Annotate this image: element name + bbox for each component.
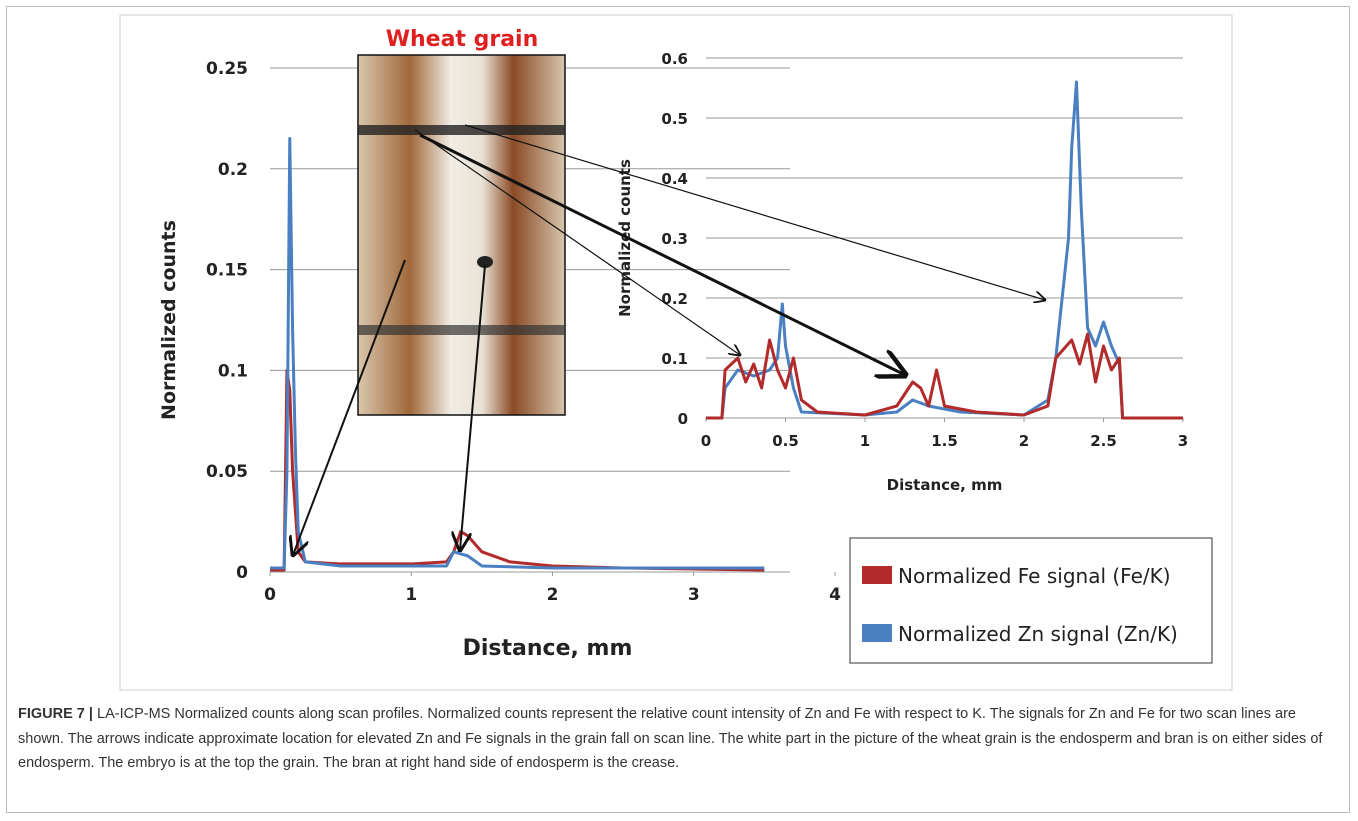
- x-tick-label: 4: [829, 585, 841, 605]
- y-tick-label: 0: [678, 410, 688, 428]
- figure: 0 0.05 0.1 0.15 0.2 0.25 0 1 2 3 4 Distance, mm Norm…: [0, 0, 1358, 700]
- photo-label: Wheat grain: [386, 27, 539, 52]
- x-tick-label: 2.5: [1090, 432, 1117, 450]
- legend-label: Normalized Fe signal (Fe/K): [898, 564, 1171, 588]
- x-axis-label: Distance, mm: [887, 476, 1003, 494]
- y-tick-label: 0.05: [206, 462, 248, 482]
- y-tick-label: 0.1: [218, 361, 248, 381]
- caption-text: LA-ICP-MS Normalized counts along scan p…: [18, 706, 1322, 771]
- legend-swatch: [862, 566, 892, 584]
- x-tick-label: 0.5: [772, 432, 799, 450]
- photo-band: [358, 125, 565, 135]
- y-tick-label: 0.3: [661, 230, 688, 248]
- x-tick-label: 1.5: [931, 432, 958, 450]
- x-tick-label: 0: [701, 432, 711, 450]
- x-tick-label: 3: [1178, 432, 1188, 450]
- photo: Wheat grain: [358, 27, 565, 415]
- photo-band: [358, 325, 565, 335]
- y-tick-label: 0.6: [661, 50, 688, 68]
- y-tick-label: 0.1: [661, 350, 688, 368]
- page: {"chart_data":[ {"type":"line","ylabel":…: [0, 0, 1358, 821]
- legend-label: Normalized Zn signal (Zn/K): [898, 622, 1178, 646]
- x-tick-label: 2: [547, 585, 559, 605]
- x-tick-label: 0: [264, 585, 276, 605]
- x-axis-label: Distance, mm: [463, 636, 633, 661]
- caption-label: FIGURE 7 |: [18, 706, 93, 722]
- y-tick-label: 0.5: [661, 110, 688, 128]
- y-tick-label: 0.25: [206, 59, 248, 79]
- y-tick-label: 0: [236, 563, 248, 583]
- y-tick-label: 0.2: [218, 160, 248, 180]
- x-tick-label: 1: [405, 585, 417, 605]
- x-tick-label: 1: [860, 432, 870, 450]
- y-tick-label: 0.2: [661, 290, 688, 308]
- photo-image: [358, 55, 565, 415]
- y-axis-label: Normalized counts: [158, 220, 180, 420]
- y-tick-label: 0.15: [206, 261, 248, 281]
- x-tick-label: 3: [688, 585, 700, 605]
- legend-swatch: [862, 624, 892, 642]
- x-tick-label: 2: [1019, 432, 1029, 450]
- caption: FIGURE 7 | LA-ICP-MS Normalized counts a…: [18, 702, 1343, 776]
